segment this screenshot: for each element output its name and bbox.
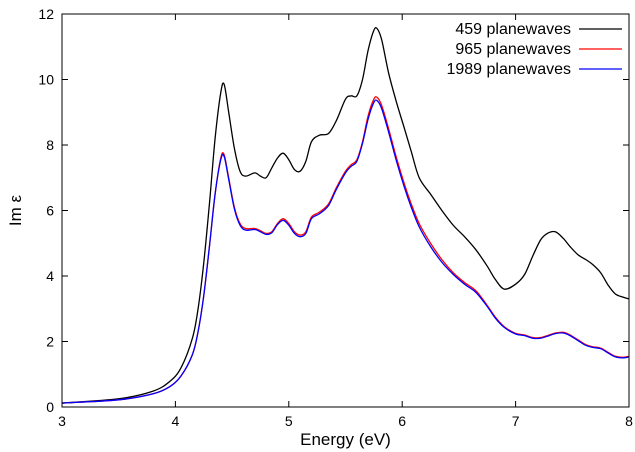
series-line-3 — [61, 99, 630, 404]
series-layer — [61, 26, 630, 404]
x-tick-label: 8 — [625, 413, 633, 429]
y-tick-label: 0 — [46, 399, 54, 415]
legend: 459 planewaves 965 planewaves 1989 planewa… — [446, 21, 622, 78]
plot-frame — [61, 13, 630, 408]
series-line-2 — [61, 96, 630, 404]
y-tick-label: 10 — [38, 72, 54, 88]
x-axis-label: Energy (eV) — [300, 430, 391, 449]
x-tick-label: 7 — [512, 413, 520, 429]
y-axis-label: Im ε — [6, 194, 25, 226]
series-line-1 — [61, 26, 630, 404]
x-tick-label: 4 — [172, 413, 180, 429]
y-tick-label: 6 — [46, 203, 54, 219]
y-tick-label: 8 — [46, 137, 54, 153]
x-tick-label: 3 — [58, 413, 66, 429]
legend-label: 965 planewaves — [455, 41, 571, 58]
y-tick-label: 2 — [46, 334, 54, 350]
x-tick-label: 5 — [285, 413, 293, 429]
legend-label: 459 planewaves — [455, 21, 571, 38]
legend-label: 1989 planewaves — [446, 61, 571, 78]
x-tick-label: 6 — [398, 413, 406, 429]
y-tick-label: 12 — [38, 6, 54, 22]
y-tick-label: 4 — [46, 268, 54, 284]
